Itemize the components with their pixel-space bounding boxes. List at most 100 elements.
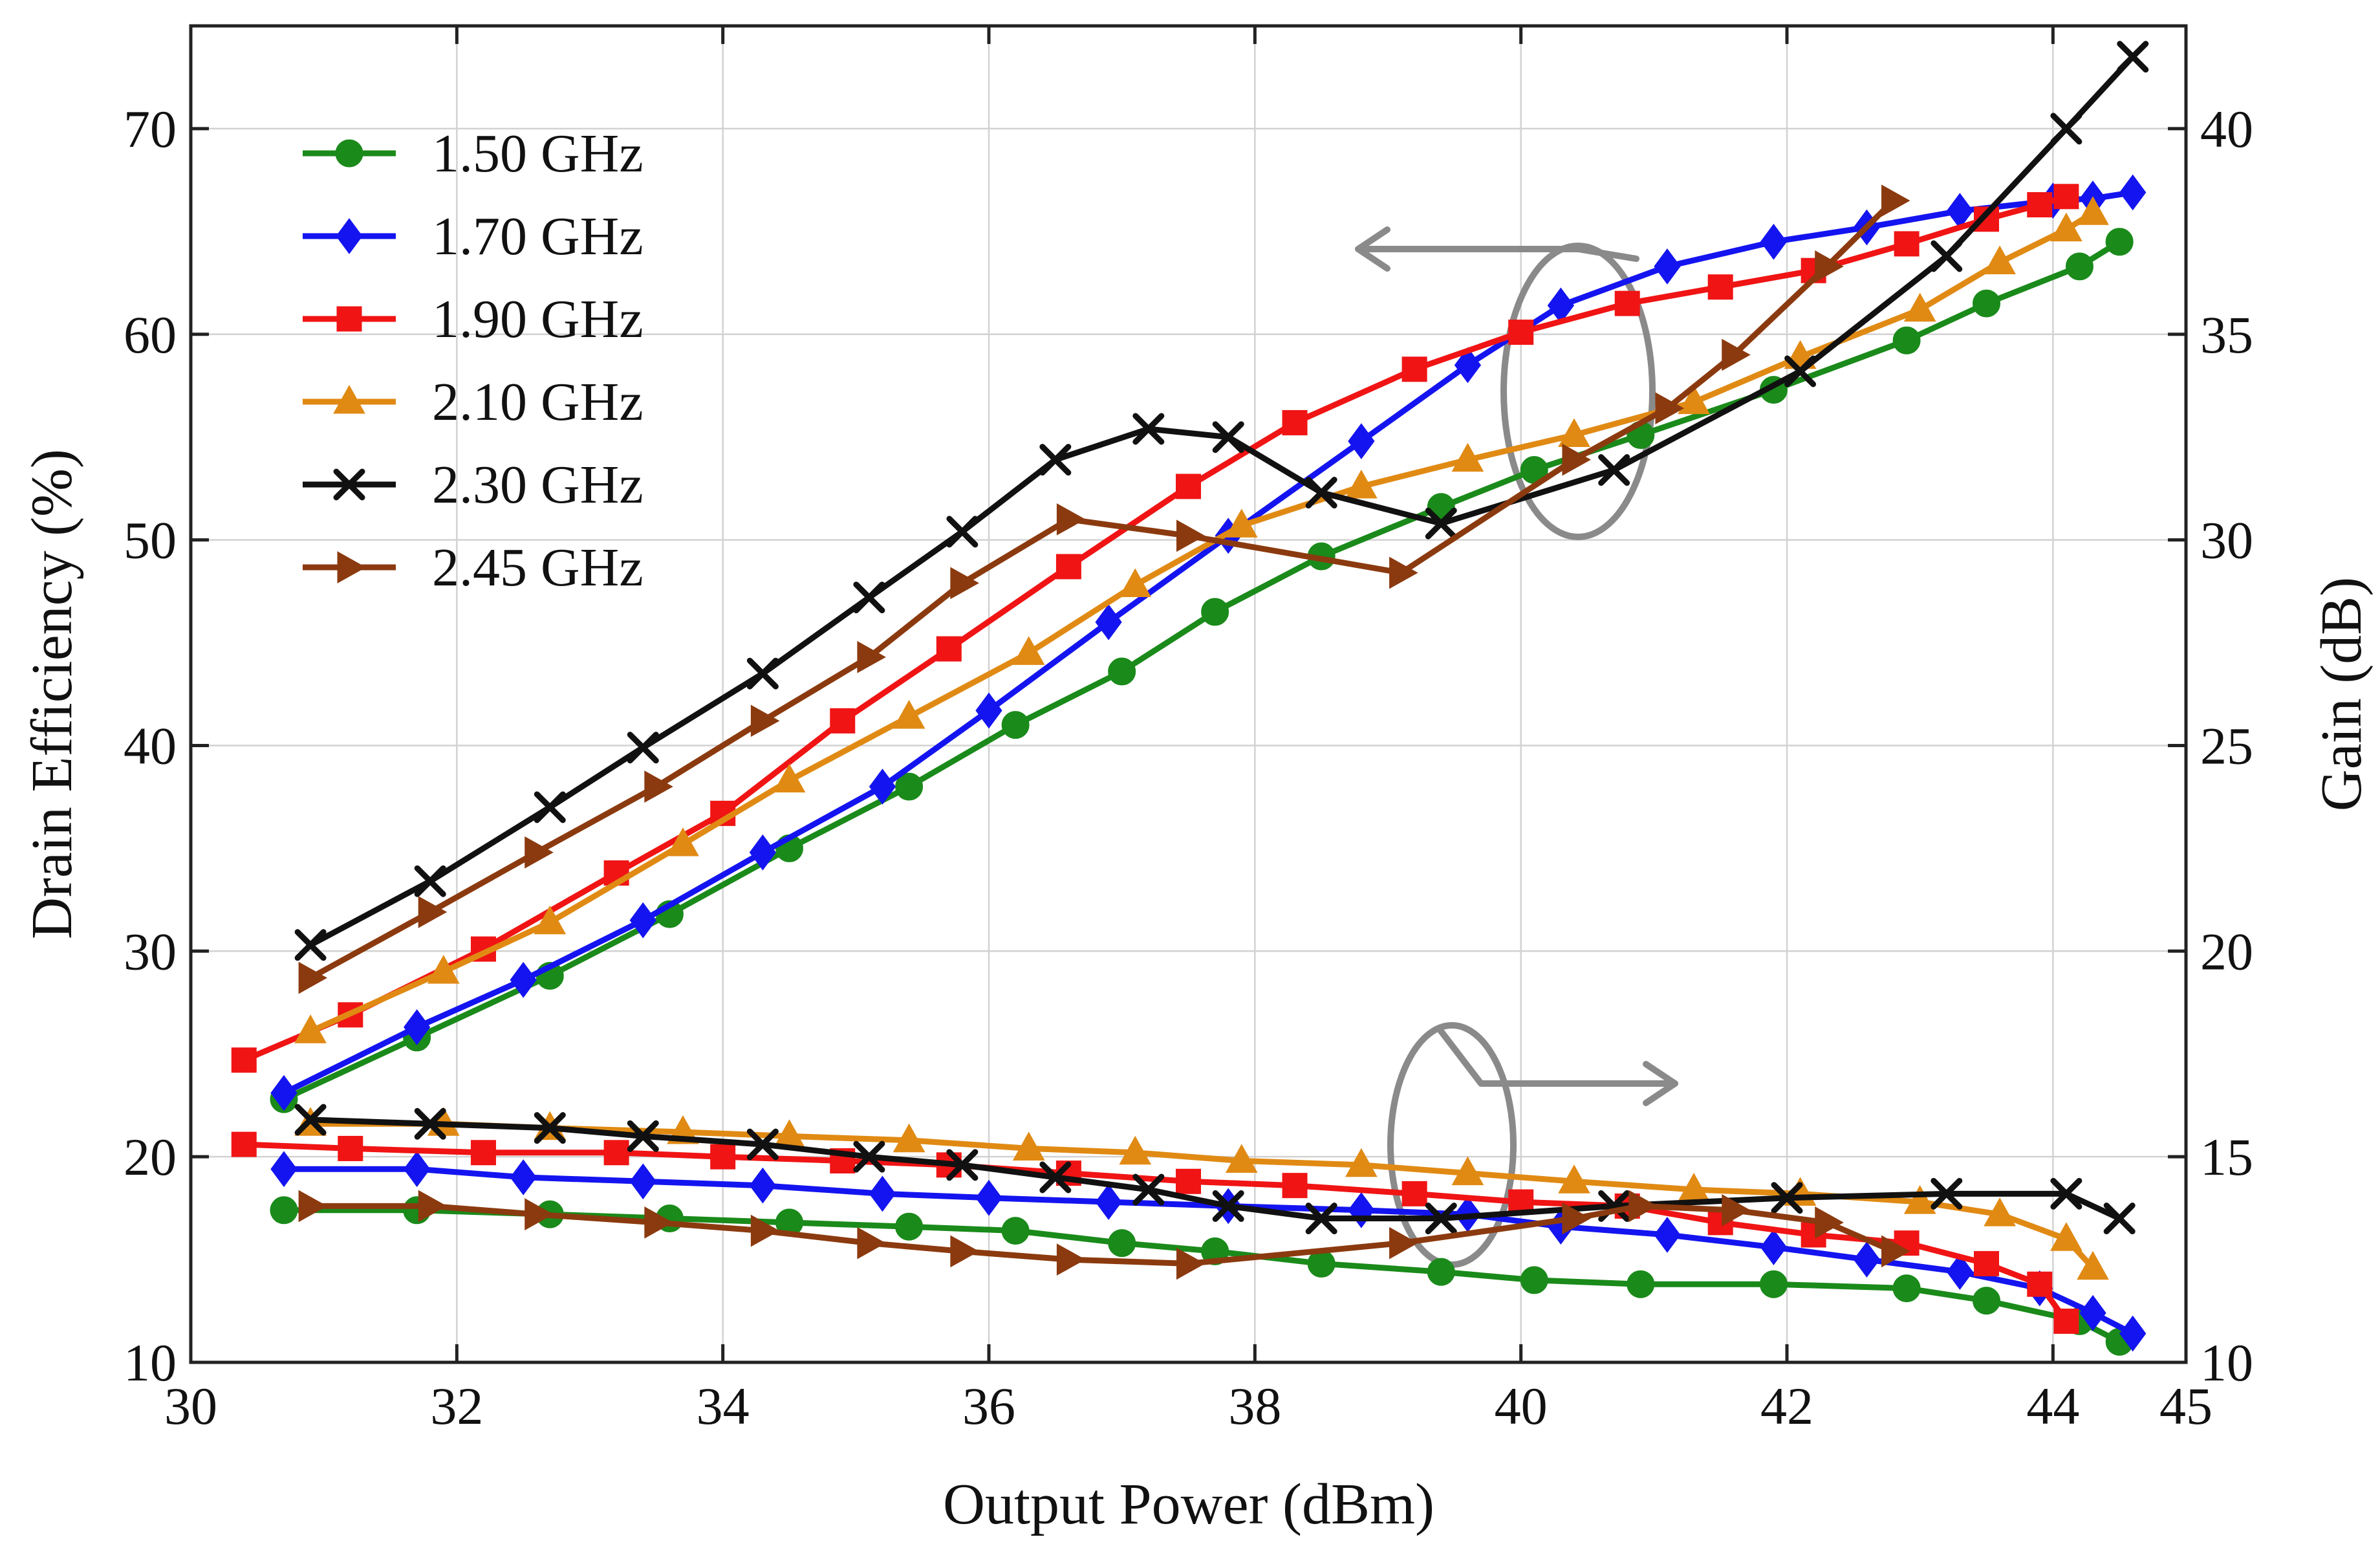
efficiency-point [1345,469,1378,499]
gain-point [950,1235,979,1268]
efficiency-point [2077,196,2109,225]
y-tick-label: 40 [124,716,177,775]
legend-label: 1.50 GHz [432,124,644,184]
efficiency-point [1451,442,1484,472]
efficiency-point [1894,231,1920,257]
efficiency-point [750,704,780,737]
efficiency-point [1903,292,1936,322]
gain-point [1282,1173,1308,1199]
gain-point [510,1159,537,1195]
gain-point [1119,1135,1152,1165]
legend-label: 1.90 GHz [432,289,644,349]
efficiency-point [1598,454,1630,486]
efficiency-point [1815,250,1844,283]
efficiency-point [869,769,896,805]
efficiency-point [773,763,806,792]
gain-point [1176,1247,1206,1280]
gain-point [2050,1222,2082,1251]
gain-point [1427,1258,1455,1286]
legend-marker [333,384,365,414]
series-1.50-ghz [270,228,2134,1356]
efficiency-point [1389,556,1418,589]
legend-item: 1.90 GHz [303,289,644,349]
efficiency-point [1931,240,1963,272]
gain-point [869,1175,896,1212]
efficiency-point [1722,338,1751,371]
efficiency-arrow-head [1355,226,1390,272]
efficiency-point [1055,554,1081,580]
y2-tick-label: 20 [2200,922,2253,981]
gain-arrow-head [1643,1061,1678,1106]
gain-point [895,1212,924,1241]
y2-tick-label: 40 [2200,100,2253,158]
gain-point [1892,1274,1921,1303]
gain-point [892,1123,925,1153]
gain-point [1973,1287,2000,1315]
efficiency-point [2119,174,2147,211]
gain-point [1881,1235,1910,1268]
y-tick-label: 20 [124,1128,177,1186]
y2-tick-label: 15 [2200,1128,2253,1186]
gain-point [231,1131,257,1157]
efficiency-point [1614,290,1640,316]
legend-marker [336,218,363,254]
efficiency-point [644,770,673,803]
gain-point [1108,1229,1136,1258]
efficiency-point [629,902,656,939]
gain-point [2053,1308,2079,1334]
gain-point [1012,1131,1045,1161]
legend-label: 1.70 GHz [432,206,644,267]
efficiency-point [1508,320,1534,345]
gain-point [1132,1173,1165,1206]
efficiency-point [2027,192,2053,218]
efficiency-point [2065,252,2093,281]
gain-point [1974,1250,1999,1276]
gain-point [294,1104,327,1136]
x-tick-label: 44 [2026,1377,2079,1435]
legend-label: 2.30 GHz [432,455,644,515]
plot-frame [189,24,2188,1364]
legend-item: 2.10 GHz [303,372,644,432]
efficiency-point [1176,474,1201,499]
gain-point [1815,1206,1844,1239]
efficiency-point [2105,228,2134,256]
gain-point [270,1151,298,1188]
efficiency-point [1707,274,1733,300]
gain-point [1562,1202,1591,1235]
legend-label: 2.45 GHz [432,538,644,598]
y2-tick-label: 25 [2200,716,2253,775]
y2-axis-title: Gain (dB) [2310,577,2374,811]
gain-point [857,1226,886,1259]
gain-point [1759,1270,1788,1298]
legend-marker [335,139,363,168]
efficiency-point [857,640,886,673]
gain-point [1401,1181,1427,1206]
gain-point [1095,1184,1122,1220]
efficiency-point [975,692,1002,729]
efficiency-point [1984,245,2016,275]
x-tick-label: 40 [1495,1377,1548,1435]
efficiency-point [1212,421,1244,453]
gain-point [1520,1266,1548,1294]
efficiency-point [1095,604,1122,640]
efficiency-point [1225,508,1258,538]
gain-point [1853,1241,1881,1278]
gain-point [534,1112,566,1144]
gain-point [338,1135,363,1161]
efficiency-point [1760,223,1788,260]
gain-point [1212,1190,1244,1222]
y-tick-label: 60 [124,305,177,364]
gain-point [1946,1254,1973,1290]
gain-point [749,1167,776,1204]
efficiency-point [1881,184,1910,217]
gain-point [1389,1226,1418,1259]
efficiency-point [294,1014,327,1043]
gain-point [1771,1182,1803,1214]
gain-point [853,1140,885,1173]
efficiency-point [1348,423,1375,459]
gain-point [644,1206,673,1239]
efficiency-point [1305,477,1337,509]
gain-point [1451,1156,1484,1186]
efficiency-point [1108,657,1136,686]
